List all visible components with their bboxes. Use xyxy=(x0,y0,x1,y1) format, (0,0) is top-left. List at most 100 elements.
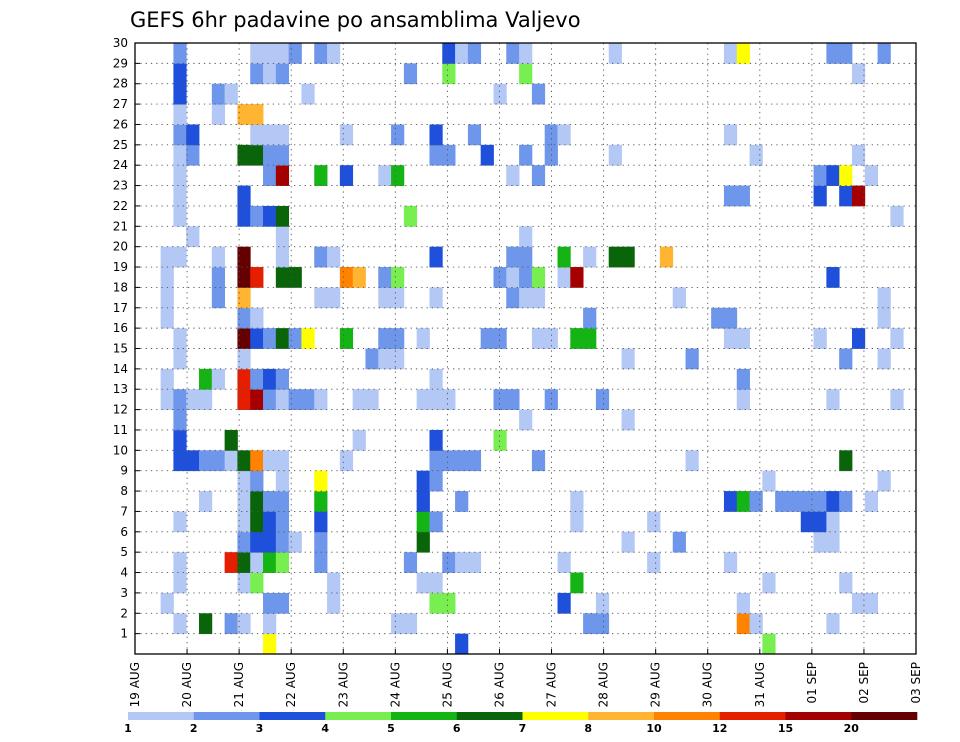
heatmap-cell xyxy=(275,226,290,248)
y-tick-label: 6 xyxy=(120,525,128,539)
heatmap-cell xyxy=(813,185,827,207)
heatmap-cell xyxy=(173,144,187,166)
colorbar-swatch xyxy=(391,712,458,720)
heatmap-cell xyxy=(237,348,251,370)
heatmap-cell xyxy=(288,389,302,410)
heatmap-cell xyxy=(263,552,277,573)
heatmap-cell xyxy=(647,552,661,573)
heatmap-cell xyxy=(826,491,840,512)
heatmap-cell xyxy=(442,43,456,64)
heatmap-cell xyxy=(467,43,482,64)
heatmap-cell xyxy=(186,124,200,146)
heatmap-cell xyxy=(442,389,456,410)
heatmap-cell xyxy=(519,409,533,431)
heatmap-cell xyxy=(250,144,264,166)
heatmap-cell xyxy=(480,144,494,166)
heatmap-cell xyxy=(263,531,277,553)
heatmap-cell xyxy=(416,389,430,410)
grid-lines xyxy=(135,43,916,654)
heatmap-cell xyxy=(787,491,802,512)
heatmap-cell xyxy=(442,592,456,614)
heatmap-cell xyxy=(173,205,187,227)
heatmap-cell xyxy=(275,144,290,166)
heatmap-cell xyxy=(851,63,866,85)
heatmap-cell xyxy=(557,592,571,614)
heatmap-cell xyxy=(890,328,904,349)
heatmap-cell xyxy=(429,429,443,451)
colorbar-swatch xyxy=(193,712,260,720)
heatmap-cell xyxy=(877,348,891,370)
heatmap-cell xyxy=(250,572,264,594)
heatmap-cell xyxy=(826,165,840,186)
heatmap-cell xyxy=(186,226,200,248)
heatmap-cell xyxy=(301,83,315,105)
heatmap-cell xyxy=(519,246,533,268)
heatmap-cell xyxy=(864,491,878,512)
y-tick-label: 10 xyxy=(113,443,128,457)
heatmap-cell xyxy=(173,429,187,451)
heatmap-cell xyxy=(250,124,264,146)
heatmap-cell xyxy=(749,144,763,166)
heatmap-cell xyxy=(583,307,597,329)
heatmap-cell xyxy=(301,328,315,349)
heatmap-cell xyxy=(608,43,622,64)
heatmap-cell xyxy=(275,389,290,410)
heatmap-cell xyxy=(275,531,290,553)
heatmap-cell xyxy=(723,43,738,64)
heatmap-cell xyxy=(275,491,290,512)
heatmap-cell xyxy=(275,592,290,614)
heatmap-cell xyxy=(224,613,238,635)
x-tick-label: 23 AUG xyxy=(336,662,350,707)
heatmap-cell xyxy=(506,43,520,64)
heatmap-cell xyxy=(672,531,686,553)
heatmap-cell xyxy=(250,491,264,512)
heatmap-cell xyxy=(250,43,264,64)
heatmap-cell xyxy=(826,511,840,533)
heatmap-cell xyxy=(211,104,226,125)
heatmap-cell xyxy=(429,592,443,614)
heatmap-cell xyxy=(570,491,584,512)
heatmap-cell xyxy=(211,287,226,309)
heatmap-cell xyxy=(762,572,776,594)
heatmap-cell xyxy=(493,389,507,410)
x-tick-label: 21 AUG xyxy=(232,662,246,707)
heatmap-cell xyxy=(826,613,840,635)
heatmap-cell xyxy=(263,633,277,655)
heatmap-cell xyxy=(736,613,750,635)
heatmap-cell xyxy=(877,287,891,309)
heatmap-cell xyxy=(237,531,251,553)
heatmap-cell xyxy=(250,328,264,349)
heatmap-cell xyxy=(314,491,328,512)
colorbar-label: 20 xyxy=(844,722,860,735)
heatmap-cell xyxy=(864,165,878,186)
colorbar: 1 2 3 4 5 6 7 8 10 12 15 20 xyxy=(124,712,918,735)
heatmap-cell xyxy=(519,287,533,309)
heatmap-cell xyxy=(621,348,635,370)
heatmap-cell xyxy=(199,368,213,390)
heatmap-cell xyxy=(314,287,328,309)
heatmap-cell xyxy=(826,43,840,64)
heatmap-cell xyxy=(314,246,328,268)
heatmap-cell xyxy=(160,267,174,288)
heatmap-cell xyxy=(839,491,853,512)
heatmap-cell xyxy=(160,368,174,390)
y-tick-label: 29 xyxy=(113,56,128,70)
y-tick-label: 30 xyxy=(113,36,128,50)
heatmap-cell xyxy=(250,205,264,227)
heatmap-cell xyxy=(519,144,533,166)
heatmap-cell xyxy=(851,328,866,349)
x-tick-label: 22 AUG xyxy=(284,662,298,707)
y-tick-label: 7 xyxy=(120,504,128,518)
heatmap-cell xyxy=(173,511,187,533)
heatmap-cell xyxy=(736,185,750,207)
heatmap-cell xyxy=(442,63,456,85)
heatmap-cell xyxy=(186,450,200,472)
heatmap-cell xyxy=(275,470,290,492)
heatmap-cell xyxy=(839,43,853,64)
heatmap-cell xyxy=(723,124,738,146)
heatmap-cell xyxy=(736,43,750,64)
heatmap-cell xyxy=(237,470,251,492)
heatmap-cell xyxy=(391,328,405,349)
y-tick-label: 3 xyxy=(120,586,128,600)
